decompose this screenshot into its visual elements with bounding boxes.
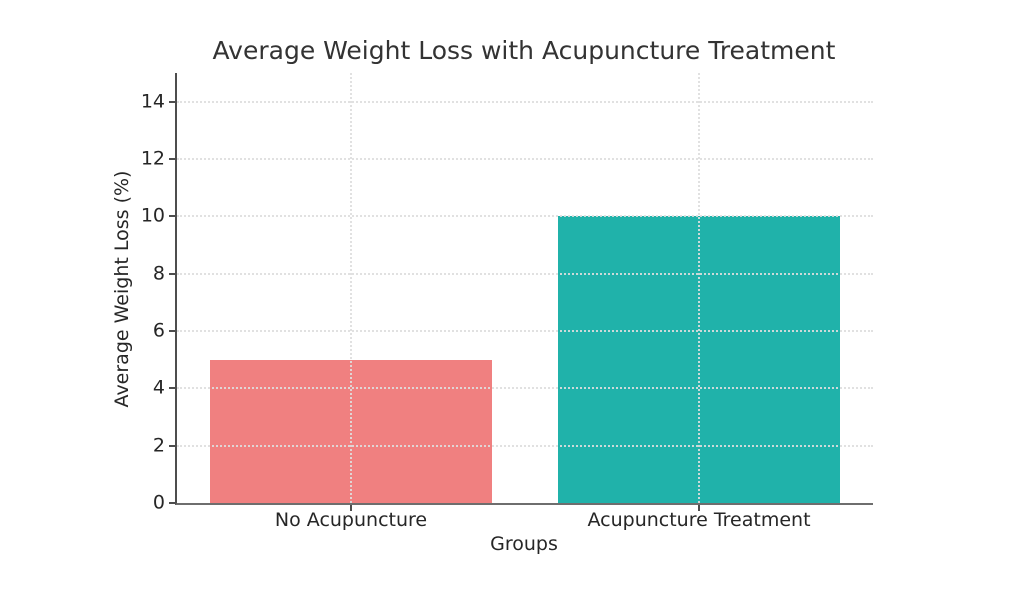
chart-title: Average Weight Loss with Acupuncture Tre…	[212, 36, 836, 65]
y-tick-label: 14	[140, 90, 165, 113]
y-tick-label: 6	[152, 319, 165, 342]
x-tick-label: No Acupuncture	[274, 509, 428, 531]
y-tick-label: 8	[152, 262, 165, 285]
x-tick	[698, 505, 700, 511]
y-tick-label: 10	[140, 204, 165, 227]
y-tick	[169, 387, 175, 390]
y-tick	[169, 502, 175, 504]
x-axis-label: Groups	[490, 533, 558, 555]
gridline-horizontal	[177, 330, 873, 332]
gridline-horizontal	[177, 215, 873, 218]
y-tick-label: 0	[152, 491, 165, 514]
y-tick	[169, 330, 175, 332]
y-tick-label: 2	[152, 434, 165, 457]
y-tick	[169, 444, 175, 447]
gridline-horizontal	[177, 158, 873, 160]
gridline-horizontal	[177, 100, 873, 103]
gridline-horizontal	[177, 272, 873, 275]
gridline-horizontal	[177, 387, 873, 390]
gridline-horizontal	[177, 444, 873, 447]
gridline-vertical	[350, 73, 352, 503]
y-tick-label: 12	[140, 147, 165, 170]
gridline-vertical	[698, 73, 700, 503]
y-tick	[169, 100, 175, 103]
y-tick	[169, 272, 175, 275]
y-tick-label: 4	[152, 376, 165, 399]
y-axis-label: Average Weight Loss (%)	[111, 170, 133, 408]
x-tick-label: Acupuncture Treatment	[587, 509, 811, 531]
y-tick	[169, 215, 175, 218]
y-tick	[169, 158, 175, 160]
x-tick	[350, 505, 352, 511]
plot-area: No Acupuncture Acupuncture Treatment 0 2 4 6 8…	[141, 73, 873, 531]
